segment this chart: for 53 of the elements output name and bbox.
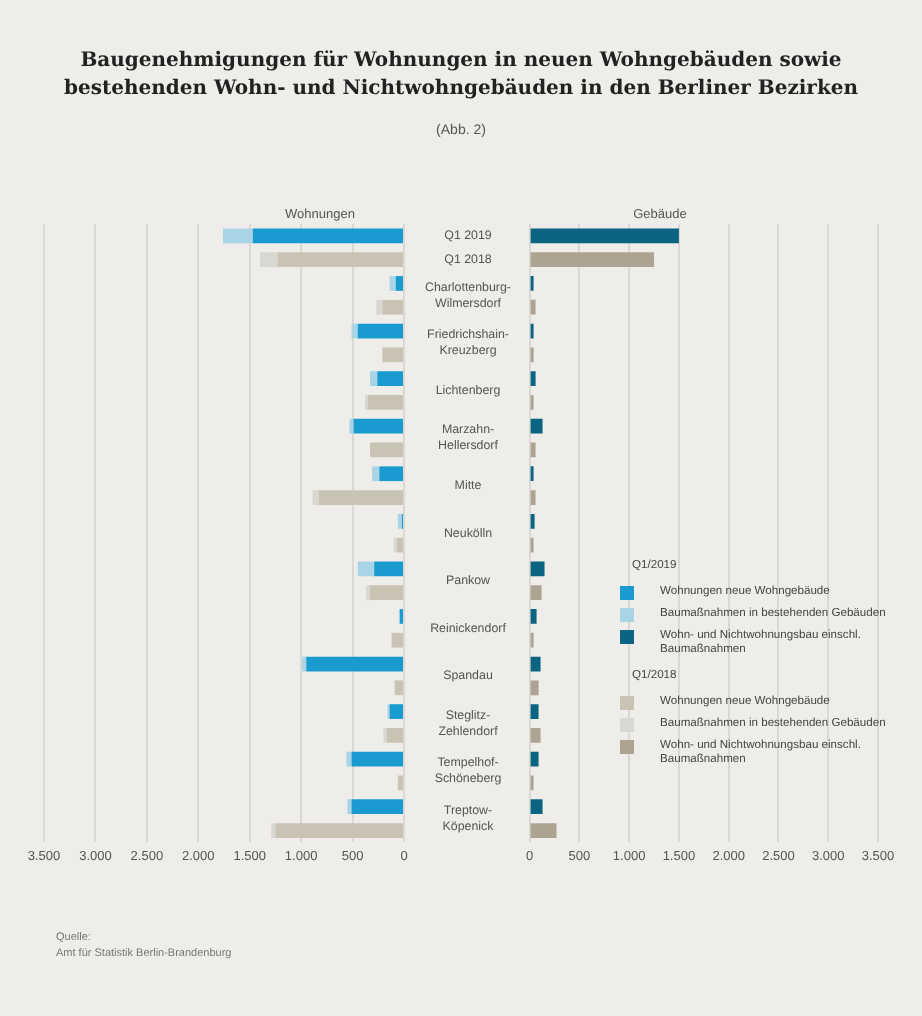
bar bbox=[530, 680, 539, 696]
bar bbox=[530, 371, 536, 386]
bar bbox=[396, 537, 403, 553]
bar bbox=[306, 656, 403, 672]
bar bbox=[277, 252, 403, 268]
bar bbox=[394, 680, 403, 696]
bar bbox=[252, 228, 403, 244]
bar bbox=[530, 442, 536, 458]
bar bbox=[395, 276, 403, 291]
bar bbox=[222, 228, 253, 244]
bar bbox=[530, 561, 545, 577]
bar bbox=[530, 228, 679, 244]
text: Baugenehmigungen für Wohnungen in neuen Wohngebäuden sowie bestehenden Wohn- und Nichtwohngebäuden in den Berliner Bezirken bbox=[61, 48, 861, 104]
bar bbox=[389, 276, 396, 291]
bar bbox=[374, 561, 403, 577]
bar bbox=[530, 751, 539, 767]
bar bbox=[357, 561, 375, 577]
bar bbox=[530, 585, 542, 601]
bar bbox=[530, 728, 541, 743]
bar bbox=[346, 751, 352, 767]
bar bbox=[370, 371, 378, 386]
bar bbox=[377, 371, 403, 386]
bar bbox=[312, 490, 319, 505]
bar bbox=[382, 299, 403, 315]
bar bbox=[357, 323, 403, 339]
bar bbox=[351, 751, 403, 767]
bar bbox=[365, 585, 371, 601]
bar bbox=[391, 632, 403, 648]
bar bbox=[397, 775, 403, 791]
bar bbox=[370, 585, 403, 601]
bar bbox=[530, 299, 536, 315]
bar bbox=[530, 704, 539, 719]
bar bbox=[389, 704, 403, 719]
bar bbox=[260, 252, 278, 268]
bar bbox=[376, 299, 383, 315]
bar bbox=[382, 347, 403, 363]
bar bbox=[530, 799, 543, 815]
bar bbox=[386, 728, 403, 743]
bar bbox=[530, 823, 557, 838]
bar bbox=[351, 323, 358, 339]
bar bbox=[372, 466, 380, 482]
bar bbox=[530, 609, 537, 624]
bar bbox=[530, 252, 655, 268]
bar bbox=[275, 823, 403, 838]
bar bbox=[318, 490, 403, 505]
bar bbox=[368, 395, 403, 410]
bar bbox=[353, 418, 403, 434]
bar bbox=[351, 799, 403, 815]
bar bbox=[370, 442, 403, 458]
bar bbox=[530, 490, 536, 505]
bar bbox=[530, 418, 543, 434]
bar bbox=[379, 466, 403, 482]
bar bbox=[530, 656, 541, 672]
